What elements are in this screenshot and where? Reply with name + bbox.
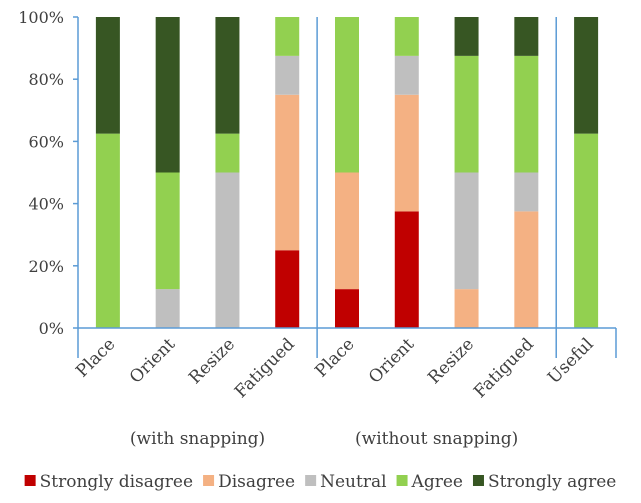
bar-segment-neutral — [514, 172, 539, 212]
bar-segment-strongly-agree — [155, 17, 180, 173]
bar-segment-strongly-agree — [574, 17, 599, 134]
legend-label: Disagree — [218, 472, 295, 492]
x-category-label: Place — [311, 334, 358, 381]
bar-segment-strongly-agree — [454, 17, 479, 56]
bar-segment-agree — [155, 172, 180, 290]
y-tick-label: 60% — [28, 132, 64, 151]
bar-segment-disagree — [275, 94, 300, 251]
x-category-label: Resize — [185, 334, 239, 388]
legend-label: Agree — [411, 472, 463, 492]
x-category-label: Resize — [424, 334, 478, 388]
legend-label: Neutral — [320, 472, 386, 492]
bar-segment-strongly-agree — [215, 17, 240, 134]
legend-swatch — [203, 475, 215, 486]
bar-segment-disagree — [335, 172, 359, 290]
bar-segment-neutral — [454, 172, 479, 290]
bar-segment-strongly-agree — [514, 17, 539, 56]
legend-item-neutral: Neutral — [305, 472, 387, 492]
bar-segment-agree — [95, 133, 120, 328]
legend-label: Strongly agree — [488, 472, 616, 492]
bar-segment-strongly-agree — [95, 17, 120, 134]
bar-segment-disagree — [454, 289, 479, 328]
x-category-label: Place — [72, 334, 119, 381]
x-category-label: Orient — [365, 334, 418, 387]
legend-item-disagree: Disagree — [203, 472, 295, 492]
bar-segment-strongly-disagree — [394, 211, 419, 328]
bar-segment-neutral — [394, 55, 419, 95]
legend-item-agree: Agree — [396, 472, 463, 492]
bar-segment-strongly-disagree — [275, 250, 300, 328]
bar-segment-agree — [275, 17, 300, 56]
group-label: (with snapping) — [130, 429, 265, 449]
legend-swatch — [396, 475, 408, 486]
y-tick-label: 0% — [39, 319, 64, 338]
x-category-label: Fatigued — [231, 334, 299, 402]
legend-label: Strongly disagree — [40, 472, 193, 492]
x-category-label: Fatigued — [470, 334, 538, 402]
legend-swatch — [24, 475, 36, 486]
bar-segment-agree — [454, 55, 479, 173]
legend-swatch — [472, 475, 484, 486]
y-tick-label: 100% — [18, 8, 64, 27]
y-tick-label: 40% — [28, 195, 64, 214]
legend-swatch — [305, 475, 317, 486]
bar-segment-neutral — [215, 172, 240, 328]
bar-segment-agree — [215, 133, 240, 173]
bar-segment-disagree — [514, 211, 539, 328]
bar-segment-agree — [574, 133, 599, 328]
legend-item-strongly-disagree: Strongly disagree — [24, 472, 193, 492]
y-tick-label: 20% — [28, 257, 64, 276]
x-category-label: Orient — [126, 334, 179, 387]
y-tick-label: 80% — [28, 70, 64, 89]
bar-segment-neutral — [275, 55, 300, 95]
x-category-label: Useful — [544, 334, 598, 388]
bar-segment-disagree — [394, 94, 419, 212]
group-label: (without snapping) — [355, 429, 518, 449]
bar-segment-agree — [394, 17, 419, 56]
legend-item-strongly-agree: Strongly agree — [472, 472, 616, 492]
bar-segment-neutral — [155, 289, 180, 328]
bar-segment-agree — [514, 55, 539, 173]
bar-segment-agree — [335, 17, 359, 173]
bar-segment-strongly-disagree — [335, 289, 359, 328]
